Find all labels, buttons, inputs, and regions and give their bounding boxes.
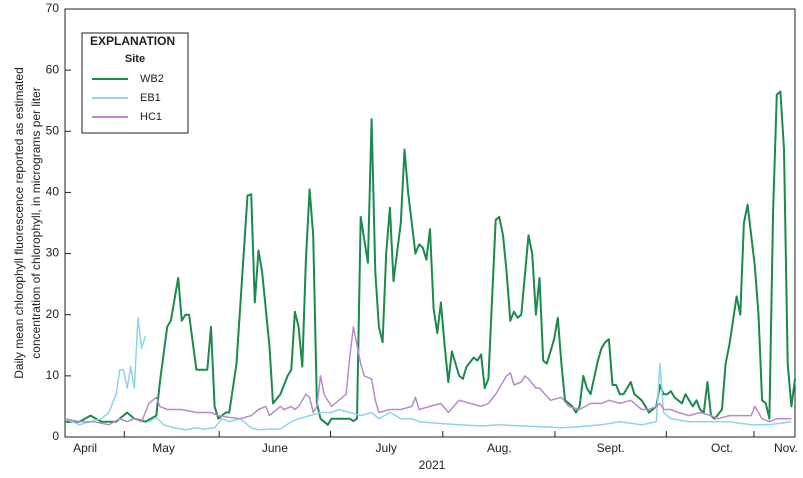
y-tick-label: 70 — [46, 1, 60, 15]
y-tick-label: 20 — [46, 307, 60, 321]
x-tick-label: July — [376, 441, 397, 455]
x-tick-label: Sept. — [597, 441, 625, 455]
y-tick-label: 30 — [46, 246, 60, 260]
y-axis-title: Daily mean chlorophyll fluorescence repo… — [12, 67, 26, 379]
x-tick-label: June — [262, 441, 288, 455]
x-tick-label: April — [73, 441, 97, 455]
x-tick-label: May — [152, 441, 175, 455]
legend-title: EXPLANATION — [90, 34, 175, 48]
x-tick-label: Aug. — [487, 441, 512, 455]
y-tick-label: 50 — [46, 123, 60, 137]
y-tick-label: 10 — [46, 368, 60, 382]
plot-frame — [64, 8, 796, 438]
series-line — [64, 326, 792, 426]
legend-label: HC1 — [140, 111, 162, 123]
series-line — [64, 317, 792, 431]
legend-label: WB2 — [140, 73, 164, 85]
x-tick-label: Nov. — [774, 441, 798, 455]
x-axis-title: 2021 — [419, 458, 446, 472]
y-axis-title: concentration of chlorophyll, in microgr… — [29, 87, 43, 358]
x-tick-label: Oct. — [711, 441, 733, 455]
y-tick-label: 0 — [52, 429, 59, 443]
legend-subtitle: Site — [125, 53, 145, 65]
series-line — [65, 90, 796, 426]
legend-label: EB1 — [140, 92, 161, 104]
y-tick-label: 60 — [46, 62, 60, 76]
y-tick-label: 40 — [46, 185, 60, 199]
